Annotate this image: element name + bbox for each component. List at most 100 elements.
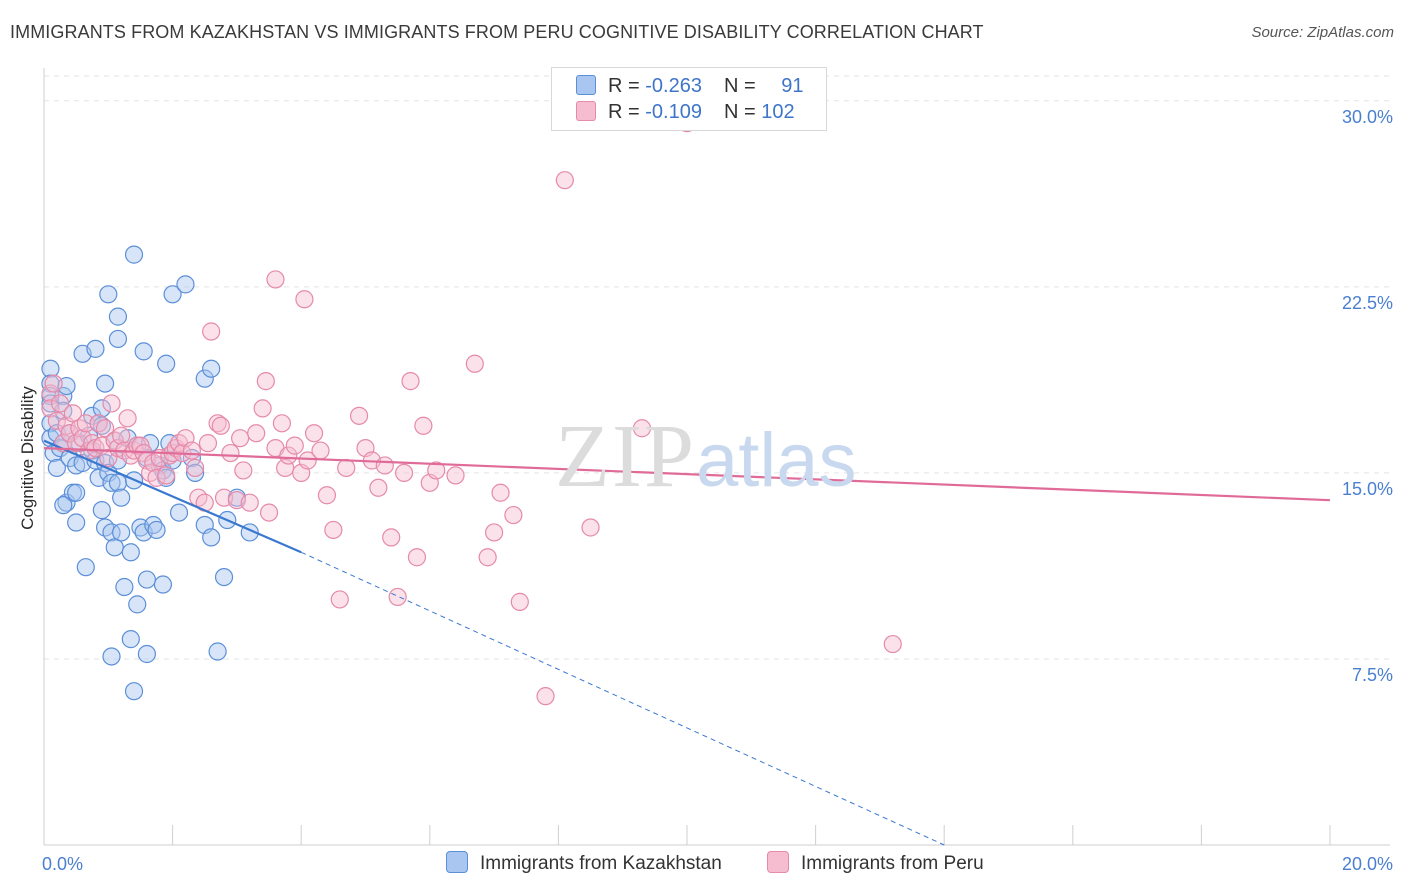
y-tick-label-0: 7.5% [1352,665,1393,685]
kazakhstan-point-53 [121,630,140,649]
kazakhstan-point-65 [144,515,163,535]
peru-point-47 [198,434,218,453]
peru-point-44 [186,458,205,478]
peru-point-93 [504,505,523,525]
peru-point-64 [279,446,298,465]
peru-point-74 [337,458,356,478]
peru-point-82 [394,463,414,483]
kazakhstan-point-41 [102,523,121,542]
kazakhstan-point-7 [47,424,66,443]
peru-point-71 [317,486,337,505]
legend-r-value: -0.263 [645,75,702,97]
kazakhstan-point-81 [202,359,221,378]
legend-item-label: Immigrants from Kazakhstan [480,853,722,874]
peru-point-96 [581,518,600,537]
peru-point-3 [47,411,66,430]
peru-point-43 [182,441,201,460]
peru-legend-swatch-icon [767,851,789,873]
legend-item-kazakhstan: Immigrants from Kazakhstan [446,851,722,875]
kazakhstan-point-24 [76,558,95,577]
kazakhstan-point-56 [124,682,144,701]
peru-point-20 [102,394,121,413]
legend-r-label: R = [608,101,646,123]
peru-point-49 [208,414,227,433]
watermark-zip: ZIP [555,407,696,506]
kazakhstan-point-0 [41,359,60,378]
y-tick-labels: 7.5% 15.0% 22.5% 30.0% [1342,107,1393,685]
kazakhstan-swatch-icon [576,75,596,95]
peru-points [41,114,902,706]
stats-legend: R = -0.263 N = 91 R = -0.109 N = 102 [551,67,827,131]
peru-point-90 [478,548,497,567]
source-credit: Source: ZipAtlas.com [1251,24,1394,41]
peru-point-80 [382,528,401,547]
kazakhstan-point-38 [99,285,118,304]
kazakhstan-point-78 [186,463,205,483]
x-tick-label-max: 20.0% [1342,854,1393,874]
kazakhstan-point-35 [95,374,115,393]
kazakhstan-point-8 [47,458,66,478]
kazakhstan-point-40 [102,473,121,492]
peru-point-94 [510,592,529,611]
peru-point-36 [157,466,176,485]
kazakhstan-point-45 [108,329,128,349]
peru-point-100 [536,687,555,706]
kazakhstan-point-82 [202,528,221,547]
kazakhstan-point-48 [112,488,131,507]
peru-point-83 [401,372,420,391]
legend-row-peru: R = -0.109 N = 102 [576,101,795,127]
peru-point-52 [221,443,240,463]
peru-swatch-icon [576,101,596,121]
kazakhstan-point-79 [195,369,214,388]
kazakhstan-point-47 [108,473,128,492]
watermark-atlas: atlas [696,418,857,503]
kazakhstan-point-88 [54,496,73,515]
kazakhstan-points [41,245,259,701]
peru-point-88 [446,466,465,485]
peru-point-81 [388,587,407,607]
peru-point-0 [41,384,60,403]
peru-point-19 [99,448,118,468]
kazakhstan-point-89 [102,647,121,666]
peru-point-73 [330,590,349,609]
peru-point-95 [555,171,574,190]
peru-point-75 [349,406,369,425]
peru-point-84 [407,548,427,567]
peru-point-23 [112,426,131,445]
y-tick-label-1: 15.0% [1342,479,1393,499]
peru-point-91 [485,523,504,542]
legend-r-value: -0.109 [645,101,702,123]
kazakhstan-point-52 [121,543,140,562]
kazakhstan-point-70 [157,354,176,373]
peru-point-87 [427,461,446,480]
legend-item-label: Immigrants from Peru [801,853,984,874]
kazakhstan-point-90 [128,595,147,614]
peru-point-50 [211,416,230,435]
legend-row-kazakhstan: R = -0.263 N = 91 [576,75,803,101]
peru-point-55 [234,461,253,480]
peru-point-68 [298,451,317,470]
x-tick-marks [43,825,1331,845]
kazakhstan-point-62 [137,570,156,589]
peru-point-67 [295,290,314,309]
kazakhstan-point-84 [214,567,234,587]
peru-point-69 [304,424,324,443]
peru-point-18 [95,419,115,438]
peru-point-54 [231,429,250,448]
kazakhstan-point-44 [108,307,128,326]
legend-n-label: N = [723,75,762,97]
kazakhstan-trend-extension [300,551,945,846]
watermark: ZIPatlas [555,405,857,508]
peru-point-89 [465,354,484,373]
chart-title: IMMIGRANTS FROM KAZAKHSTAN VS IMMIGRANTS… [10,22,984,42]
kazakhstan-point-50 [115,577,134,597]
peru-point-101 [266,270,285,289]
kazakhstan-point-26 [83,406,102,425]
peru-point-60 [259,503,279,522]
legend-item-peru: Immigrants from Peru [767,851,984,875]
peru-point-72 [324,520,343,540]
legend-n-label: N = [723,101,762,123]
peru-point-79 [375,456,394,475]
peru-point-25 [118,409,137,428]
